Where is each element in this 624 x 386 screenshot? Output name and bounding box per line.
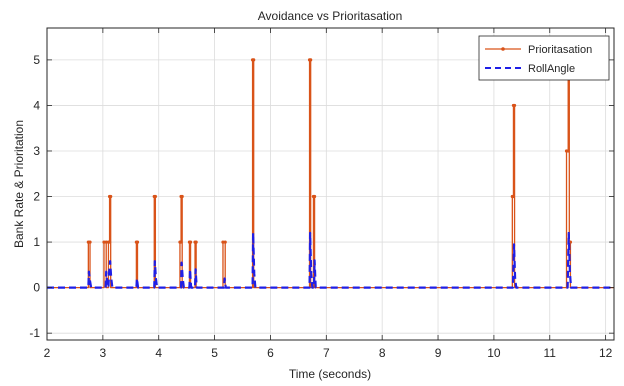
data-point-prioritasation: [566, 149, 570, 153]
legend-label-rollangle: RollAngle: [528, 63, 575, 75]
x-tick-label: 9: [435, 346, 442, 360]
data-point-prioritasation: [221, 240, 225, 244]
data-point-prioritasation: [312, 194, 317, 199]
x-tick-label: 5: [211, 346, 218, 360]
y-tick-label: -1: [29, 326, 40, 340]
x-tick-label: 2: [44, 346, 51, 360]
y-tick-label: 0: [33, 281, 40, 295]
y-tick-label: 5: [33, 53, 40, 67]
data-point-prioritasation: [188, 240, 193, 244]
x-tick-label: 7: [323, 346, 330, 360]
x-tick-label: 8: [379, 346, 386, 360]
data-point-prioritasation: [107, 240, 112, 244]
legend-box: [478, 35, 610, 81]
data-point-prioritasation: [252, 58, 256, 62]
legend-label-prioritasation: Prioritasation: [528, 44, 592, 56]
data-point-prioritasation: [135, 240, 140, 244]
y-tick-label: 1: [33, 235, 40, 249]
y-axis-label: Bank Rate & Prioritation: [12, 120, 26, 248]
legend: Prioritasation RollAngle: [478, 35, 610, 81]
x-tick-label: 6: [267, 346, 274, 360]
data-point-prioritasation: [179, 240, 183, 244]
x-tick-label: 3: [100, 346, 107, 360]
data-point-prioritasation: [194, 240, 198, 244]
x-tick-label: 11: [544, 346, 557, 360]
x-tick-label: 10: [487, 346, 501, 360]
x-tick-label: 4: [155, 346, 162, 360]
data-point-prioritasation: [88, 240, 92, 244]
data-point-prioritasation: [180, 194, 184, 199]
chart-title: Avoidance vs Prioritasation: [258, 9, 403, 23]
series-line-rollangle: [47, 231, 614, 289]
x-axis-label: Time (seconds): [289, 367, 371, 381]
data-point-prioritasation: [109, 194, 113, 199]
x-tick-label: 12: [599, 346, 613, 360]
y-tick-label: 2: [33, 190, 40, 204]
y-tick-label: 4: [33, 98, 40, 112]
y-tick-label: 3: [33, 144, 40, 158]
series-line-prioritasation: [47, 59, 614, 289]
data-point-prioritasation: [102, 240, 106, 244]
data-point-prioritasation: [153, 194, 157, 199]
data-point-prioritasation: [512, 103, 517, 108]
legend-marker-prioritasation: [501, 47, 505, 51]
data-point-prioritasation: [223, 240, 227, 244]
data-point-prioritasation: [309, 58, 313, 62]
plot-frame: [46, 27, 615, 341]
data-point-prioritasation: [511, 194, 516, 199]
data-point-prioritasation: [104, 240, 108, 244]
